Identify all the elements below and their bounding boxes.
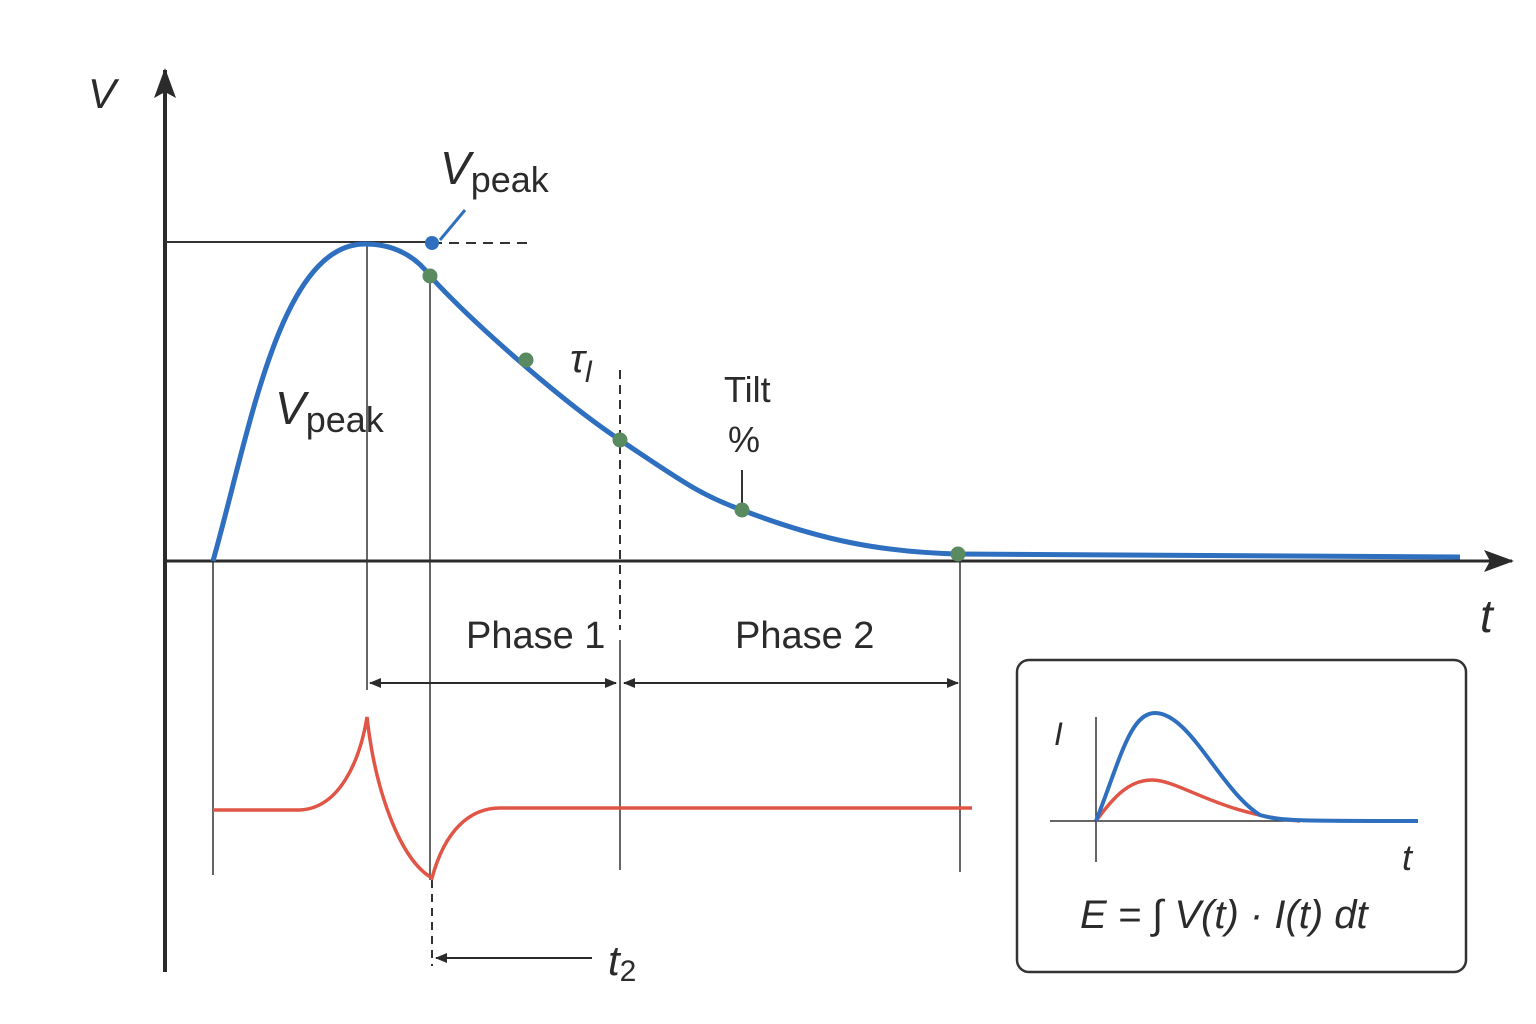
label-base: V (440, 142, 475, 194)
label-base: V (275, 382, 310, 434)
guides (165, 241, 961, 966)
current-curve (213, 716, 972, 881)
tilt-label: Tilt (724, 369, 771, 410)
y-axis-label: V (88, 70, 120, 117)
label-sub: peak (471, 159, 550, 200)
tau-label: τl (570, 337, 593, 389)
inset-x-label: t (1402, 837, 1414, 878)
t2-label: t2 (608, 937, 636, 988)
label-base: τ (570, 337, 588, 381)
phase-label: Phase 2 (735, 615, 874, 657)
label-sub: 2 (620, 955, 637, 988)
label-sub: l (585, 356, 593, 389)
voltage-curve (210, 241, 1461, 562)
label-sub: peak (306, 399, 385, 440)
energy-formula: E = ∫ V(t) · I(t) dt (1080, 893, 1370, 937)
axes (154, 68, 1514, 972)
tilt-label: % (728, 419, 760, 460)
phase-arrows (369, 678, 959, 963)
peak-dot (425, 236, 439, 250)
x-axis-label: t (1480, 590, 1495, 642)
inset: I t E = ∫ V(t) · I(t) dt (1015, 658, 1468, 974)
pointer (438, 209, 467, 241)
v-peak-label: Vpeak (275, 382, 385, 440)
label-base: t (608, 937, 622, 984)
v-peak-label: Vpeak (440, 142, 550, 200)
curve-dots (422, 268, 966, 562)
phase-label: Phase 1 (466, 615, 605, 657)
inset-y-label: I (1054, 716, 1063, 752)
